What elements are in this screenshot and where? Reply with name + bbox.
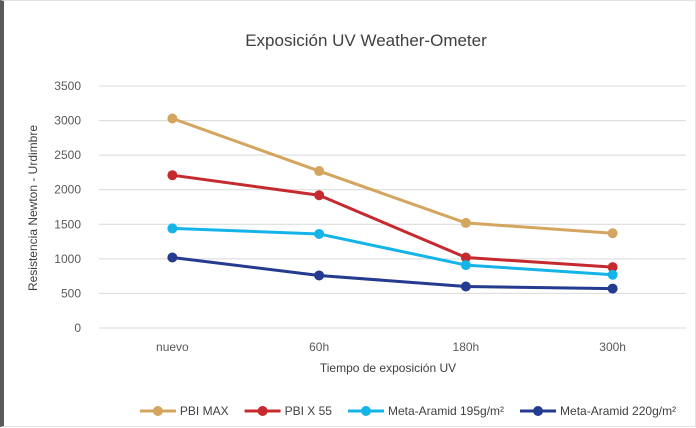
data-point: [460, 260, 471, 271]
y-axis-title: Resistencia Newton - Urdimbre: [26, 125, 40, 291]
legend-swatch-marker: [533, 406, 544, 416]
data-point: [460, 281, 471, 292]
data-point: [167, 252, 178, 263]
data-point: [607, 269, 618, 280]
y-tick-label: 2500: [54, 148, 81, 162]
data-point: [167, 113, 178, 124]
y-tick-label: 1000: [54, 252, 81, 266]
series-line: [172, 173, 613, 269]
data-point: [460, 217, 471, 228]
x-tick-label: 60h: [309, 340, 329, 354]
y-tick-label: 3500: [54, 79, 81, 93]
data-point: [607, 228, 618, 239]
legend-item: Meta-Aramid 220g/m²: [520, 404, 676, 418]
legend: PBI MAX PBI X 55 Meta-Aramid 195g/m² Meta-A…: [139, 404, 676, 418]
y-tick-label: 1500: [54, 217, 81, 231]
data-point: [167, 170, 178, 181]
data-point: [314, 270, 325, 281]
x-axis-title: Tiempo de exposición UV: [320, 361, 456, 375]
y-axis-ticks: 0 500 1000 1500 2000 2500 3000 3500: [54, 79, 81, 335]
legend-label: Meta-Aramid 220g/m²: [560, 404, 676, 418]
legend-item: PBI X 55: [244, 404, 333, 418]
data-point: [314, 190, 325, 201]
legend-item: PBI MAX: [139, 404, 229, 418]
series-line: [172, 226, 613, 277]
data-point: [314, 228, 325, 239]
series-line: [171, 117, 613, 235]
x-tick-label: 180h: [453, 340, 480, 354]
series-line: [172, 255, 613, 291]
y-tick-label: 0: [74, 321, 81, 335]
legend-item: Meta-Aramid 195g/m²: [347, 404, 504, 418]
data-point: [167, 223, 178, 234]
data-point: [314, 166, 325, 177]
y-tick-label: 3000: [54, 114, 81, 128]
x-tick-label: 300h: [599, 340, 626, 354]
legend-swatch-marker: [257, 406, 268, 416]
series-layer: [167, 113, 618, 294]
chart-title: Exposición UV Weather-Ometer: [245, 31, 487, 50]
line-chart: Exposición UV Weather-Ometer 0 500 1000 150…: [26, 31, 686, 418]
legend-swatch-marker: [152, 406, 163, 416]
gridlines: [99, 85, 686, 329]
legend-label: PBI MAX: [180, 404, 229, 418]
legend-label: Meta-Aramid 195g/m²: [388, 404, 504, 418]
legend-label: PBI X 55: [285, 404, 333, 418]
x-tick-label: nuevo: [156, 340, 189, 354]
y-tick-label: 2000: [54, 183, 81, 197]
data-point: [460, 252, 471, 263]
y-tick-label: 500: [61, 286, 81, 300]
x-axis-ticks: nuevo 60h 180h 300h: [156, 340, 626, 354]
data-point: [607, 262, 618, 273]
data-point: [607, 283, 618, 294]
legend-swatch-marker: [360, 406, 371, 416]
